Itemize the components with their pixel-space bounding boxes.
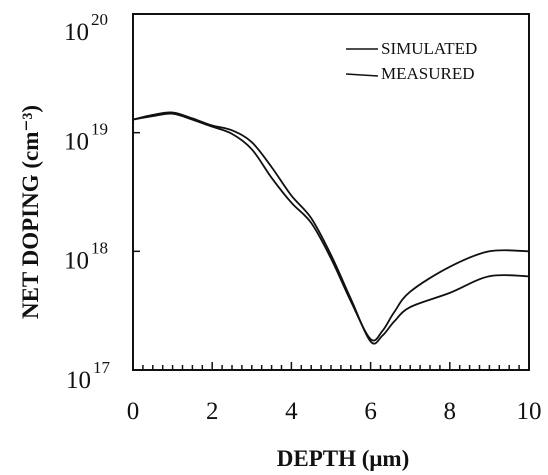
x-tick-label: 10: [517, 398, 542, 425]
x-axis-title: DEPTH (μm): [277, 446, 410, 471]
y-tick-exponent: 20: [91, 10, 108, 29]
y-tick-label: 10: [64, 19, 89, 46]
y-tick-exponent: 17: [93, 358, 111, 377]
series-line-simulated: [132, 112, 530, 342]
y-tick-exponent: 19: [91, 120, 108, 139]
y-tick-label: 10: [64, 247, 89, 274]
series-line-measured: [132, 111, 530, 345]
y-tick-exponent: 18: [91, 238, 108, 257]
x-tick-label: 0: [127, 398, 140, 425]
x-tick-label: 2: [206, 398, 219, 425]
y-axis-title: NET DOPING (cm⁻³): [18, 105, 43, 319]
x-tick-label: 4: [285, 398, 298, 425]
y-tick-label: 10: [64, 129, 89, 156]
legend-swatch: [345, 73, 379, 77]
legend-label: SIMULATED: [381, 39, 477, 58]
y-tick-label: 10: [66, 367, 91, 394]
x-tick-label: 8: [444, 398, 457, 425]
x-tick-label: 6: [364, 398, 377, 425]
legend-label: MEASURED: [381, 64, 475, 83]
